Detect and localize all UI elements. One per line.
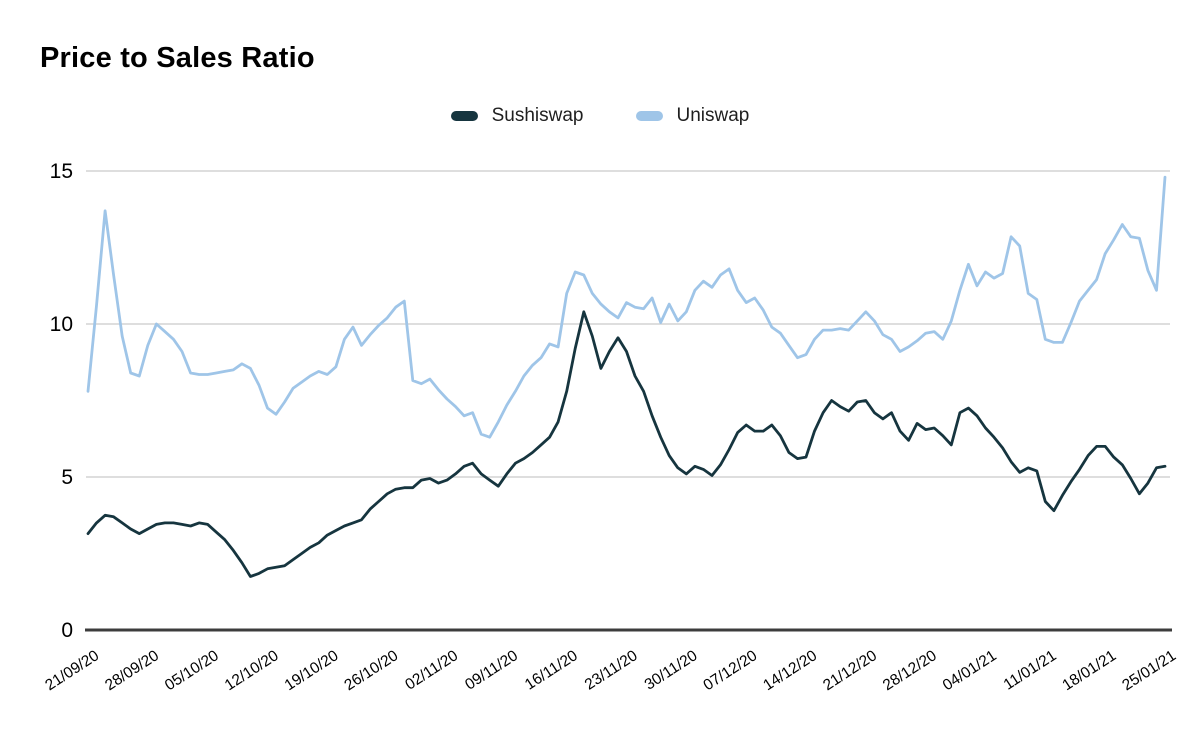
legend-label-uniswap: Uniswap (676, 105, 750, 126)
x-axis-label: 07/12/20 (700, 647, 760, 694)
y-axis-label: 15 (50, 160, 73, 183)
y-axis-label: 0 (61, 619, 73, 642)
x-axis-label: 02/11/20 (402, 647, 461, 694)
x-axis-label: 30/11/20 (642, 647, 701, 694)
x-axis-label: 28/09/20 (102, 647, 162, 694)
x-axis-label: 05/10/20 (162, 647, 222, 694)
sushiswap-legend-swatch-icon (450, 111, 478, 121)
x-axis-label: 18/01/21 (1059, 647, 1119, 694)
x-axis-label: 21/12/20 (820, 647, 880, 694)
x-axis-label: 28/12/20 (880, 647, 940, 694)
legend-item-uniswap[interactable]: Uniswap (635, 105, 750, 127)
x-axis-label: 25/01/21 (1119, 647, 1179, 694)
x-axis-label: 09/11/20 (462, 647, 521, 694)
x-axis-label: 11/01/21 (1001, 647, 1060, 693)
uniswap-line (86, 175, 1167, 439)
y-axis-label: 5 (61, 466, 73, 489)
x-axis-label: 16/11/20 (522, 647, 581, 694)
x-axis-label: 19/10/20 (282, 647, 342, 694)
x-axis-label: 21/09/20 (42, 647, 102, 694)
legend: Sushiswap Uniswap (0, 105, 1200, 127)
x-axis-label: 23/11/20 (582, 647, 641, 694)
legend-item-sushiswap[interactable]: Sushiswap (450, 105, 584, 127)
x-axis-label: 26/10/20 (341, 647, 401, 694)
x-axis-label: 14/12/20 (760, 647, 820, 694)
uniswap-legend-swatch-icon (635, 111, 663, 121)
legend-label-sushiswap: Sushiswap (491, 105, 584, 126)
x-axis-label: 12/10/20 (222, 647, 282, 694)
x-axis-label: 04/01/21 (940, 647, 1000, 694)
chart-title: Price to Sales Ratio (40, 42, 315, 74)
sushiswap-line (86, 310, 1167, 578)
y-axis-label: 10 (50, 313, 73, 336)
